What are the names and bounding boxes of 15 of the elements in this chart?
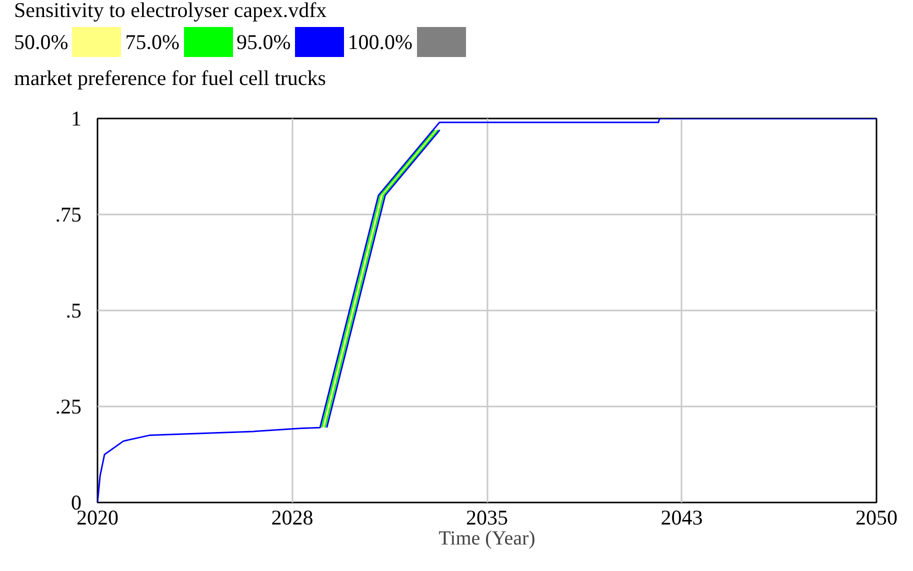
x-tick-label: 2043	[660, 506, 703, 530]
y-tick-label: .5	[66, 298, 82, 322]
legend-label: 75.0%	[125, 30, 180, 54]
x-tick-label: 2035	[466, 506, 508, 530]
y-tick-label: .75	[55, 202, 82, 226]
legend-label: 100.0%	[348, 30, 412, 54]
legend-label: 95.0%	[236, 30, 291, 54]
y-axis-title: market preference for fuel cell trucks	[14, 65, 327, 90]
x-tick-label: 2050	[856, 506, 898, 530]
y-tick-label: 1	[71, 106, 82, 130]
chart-title: Sensitivity to electrolyser capex.vdfx	[14, 0, 328, 22]
x-axis-title: Time (Year)	[438, 528, 536, 550]
legend-label: 50.0%	[14, 30, 68, 54]
y-tick-label: .25	[55, 394, 82, 418]
x-tick-label: 2028	[271, 506, 314, 530]
